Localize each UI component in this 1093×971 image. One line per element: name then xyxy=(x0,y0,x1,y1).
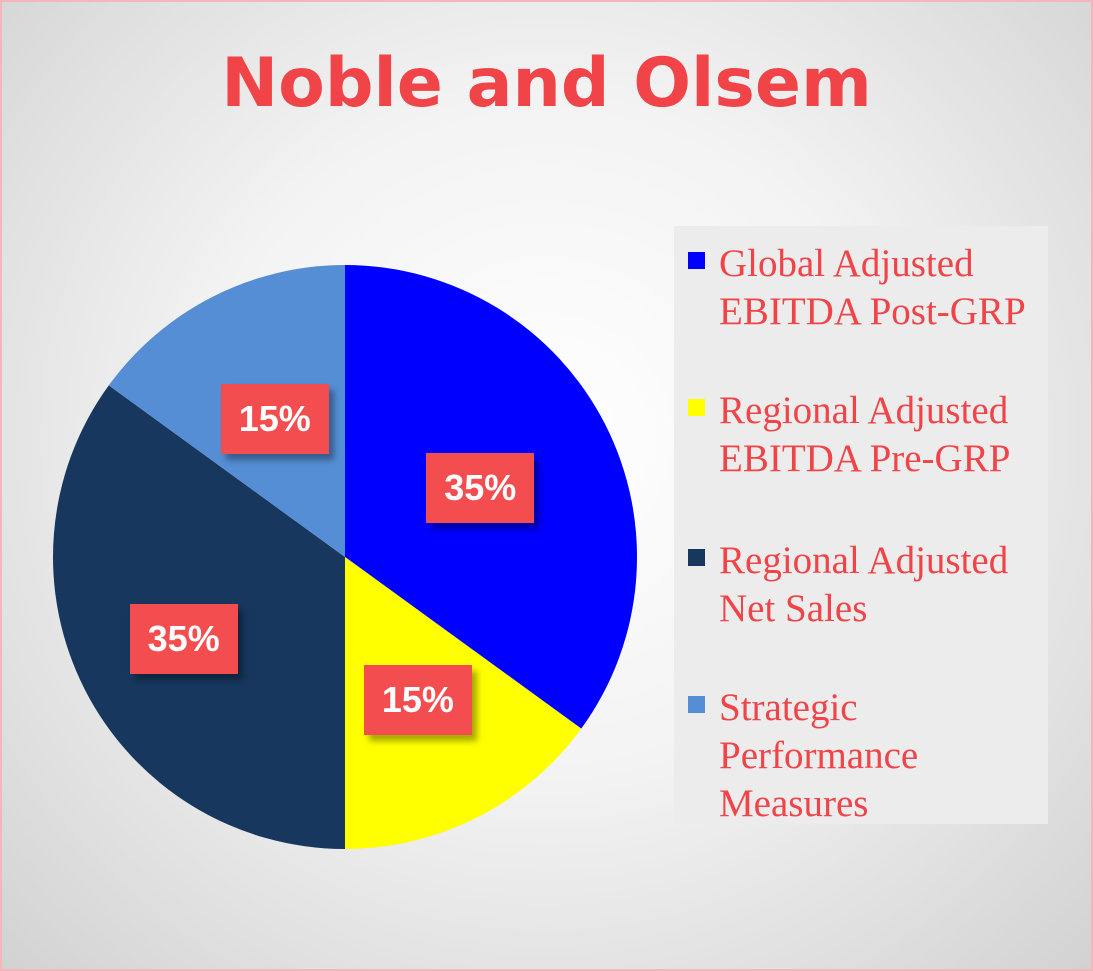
legend-swatch xyxy=(688,549,705,566)
legend-label: Regional Adjusted Net Sales xyxy=(719,539,1009,630)
pie-data-label: 35% xyxy=(129,604,238,675)
legend-swatch xyxy=(688,252,705,269)
legend-swatch xyxy=(688,696,705,713)
pie-data-label: 15% xyxy=(363,665,472,736)
legend-label: Regional Adjusted EBITDA Pre-GRP xyxy=(719,389,1011,480)
legend: Global Adjusted EBITDA Post-GRP Regional… xyxy=(674,226,1048,825)
legend-label: Strategic Performance Measures xyxy=(719,686,919,825)
pie-data-label: 15% xyxy=(220,384,329,455)
pie-data-label: 35% xyxy=(426,453,535,524)
chart-title: Noble and Olsem xyxy=(221,44,872,123)
legend-swatch xyxy=(688,399,705,416)
legend-label: Global Adjusted EBITDA Post-GRP xyxy=(719,242,1026,333)
